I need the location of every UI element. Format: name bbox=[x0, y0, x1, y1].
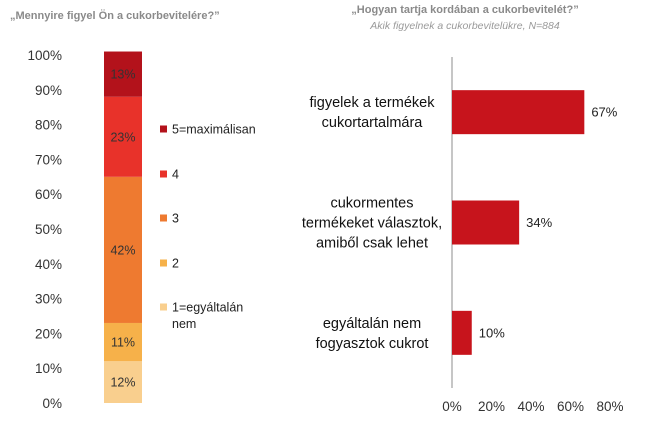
right-chart-subtitle: Akik figyelnek a cukorbevitelükre, N=884 bbox=[370, 20, 560, 32]
y-tick-label: 60% bbox=[35, 187, 62, 202]
y-tick-label: 40% bbox=[35, 257, 62, 272]
legend-swatch bbox=[160, 214, 167, 222]
legend-label: 4 bbox=[172, 168, 179, 182]
bar-1 bbox=[452, 90, 585, 135]
segment-value-label: 12% bbox=[110, 376, 135, 390]
category-label: amiből csak lehet bbox=[316, 236, 428, 252]
stacked-segment-3 bbox=[104, 176, 142, 323]
bar-value-label: 34% bbox=[526, 215, 552, 230]
stacked-segment-5 bbox=[104, 51, 142, 97]
bar-2 bbox=[452, 200, 520, 245]
category-label: cukortartalmára bbox=[322, 115, 424, 131]
legend-swatch bbox=[160, 170, 167, 178]
x-tick-label: 0% bbox=[442, 399, 462, 414]
legend-swatch bbox=[160, 125, 167, 133]
legend-label: 1=egyáltalán bbox=[172, 301, 243, 315]
y-tick-label: 80% bbox=[35, 118, 62, 133]
category-label: termékeket választok, bbox=[302, 216, 442, 232]
category-label: figyelek a termékek bbox=[310, 95, 436, 111]
y-tick-label: 100% bbox=[27, 48, 62, 63]
legend-swatch bbox=[160, 259, 167, 267]
category-label: fogyasztok cukrot bbox=[316, 336, 429, 352]
left-chart-title: „Mennyire figyel Ön a cukorbevitelére?” bbox=[10, 10, 220, 22]
legend-swatch bbox=[160, 303, 167, 311]
y-tick-label: 20% bbox=[35, 326, 62, 341]
bar-value-label: 10% bbox=[479, 325, 505, 340]
x-tick-label: 80% bbox=[596, 399, 623, 414]
category-label: egyáltalán nem bbox=[323, 316, 421, 332]
segment-value-label: 42% bbox=[110, 243, 135, 257]
legend-label: nem bbox=[172, 317, 196, 331]
y-tick-label: 30% bbox=[35, 292, 62, 307]
legend-label: 2 bbox=[172, 257, 179, 271]
y-tick-label: 70% bbox=[35, 152, 62, 167]
y-tick-label: 50% bbox=[35, 222, 62, 237]
y-tick-label: 90% bbox=[35, 83, 62, 98]
y-tick-label: 0% bbox=[42, 396, 62, 411]
x-tick-label: 40% bbox=[517, 399, 544, 414]
stacked-segment-2 bbox=[104, 322, 142, 362]
category-label: cukormentes bbox=[330, 196, 413, 212]
bar-3 bbox=[452, 310, 472, 355]
y-tick-label: 10% bbox=[35, 361, 62, 376]
x-tick-label: 60% bbox=[557, 399, 584, 414]
stacked-segment-4 bbox=[104, 96, 142, 177]
legend-label: 3 bbox=[172, 212, 179, 226]
bar-value-label: 67% bbox=[591, 105, 617, 120]
segment-value-label: 23% bbox=[110, 130, 135, 144]
segment-value-label: 13% bbox=[110, 68, 135, 82]
stacked-segment-1 bbox=[104, 361, 142, 403]
x-tick-label: 20% bbox=[478, 399, 505, 414]
segment-value-label: 11% bbox=[111, 336, 135, 350]
legend-label: 5=maximálisan bbox=[172, 123, 256, 137]
right-chart-title: „Hogyan tartja kordában a cukorbevitelét… bbox=[351, 4, 579, 16]
